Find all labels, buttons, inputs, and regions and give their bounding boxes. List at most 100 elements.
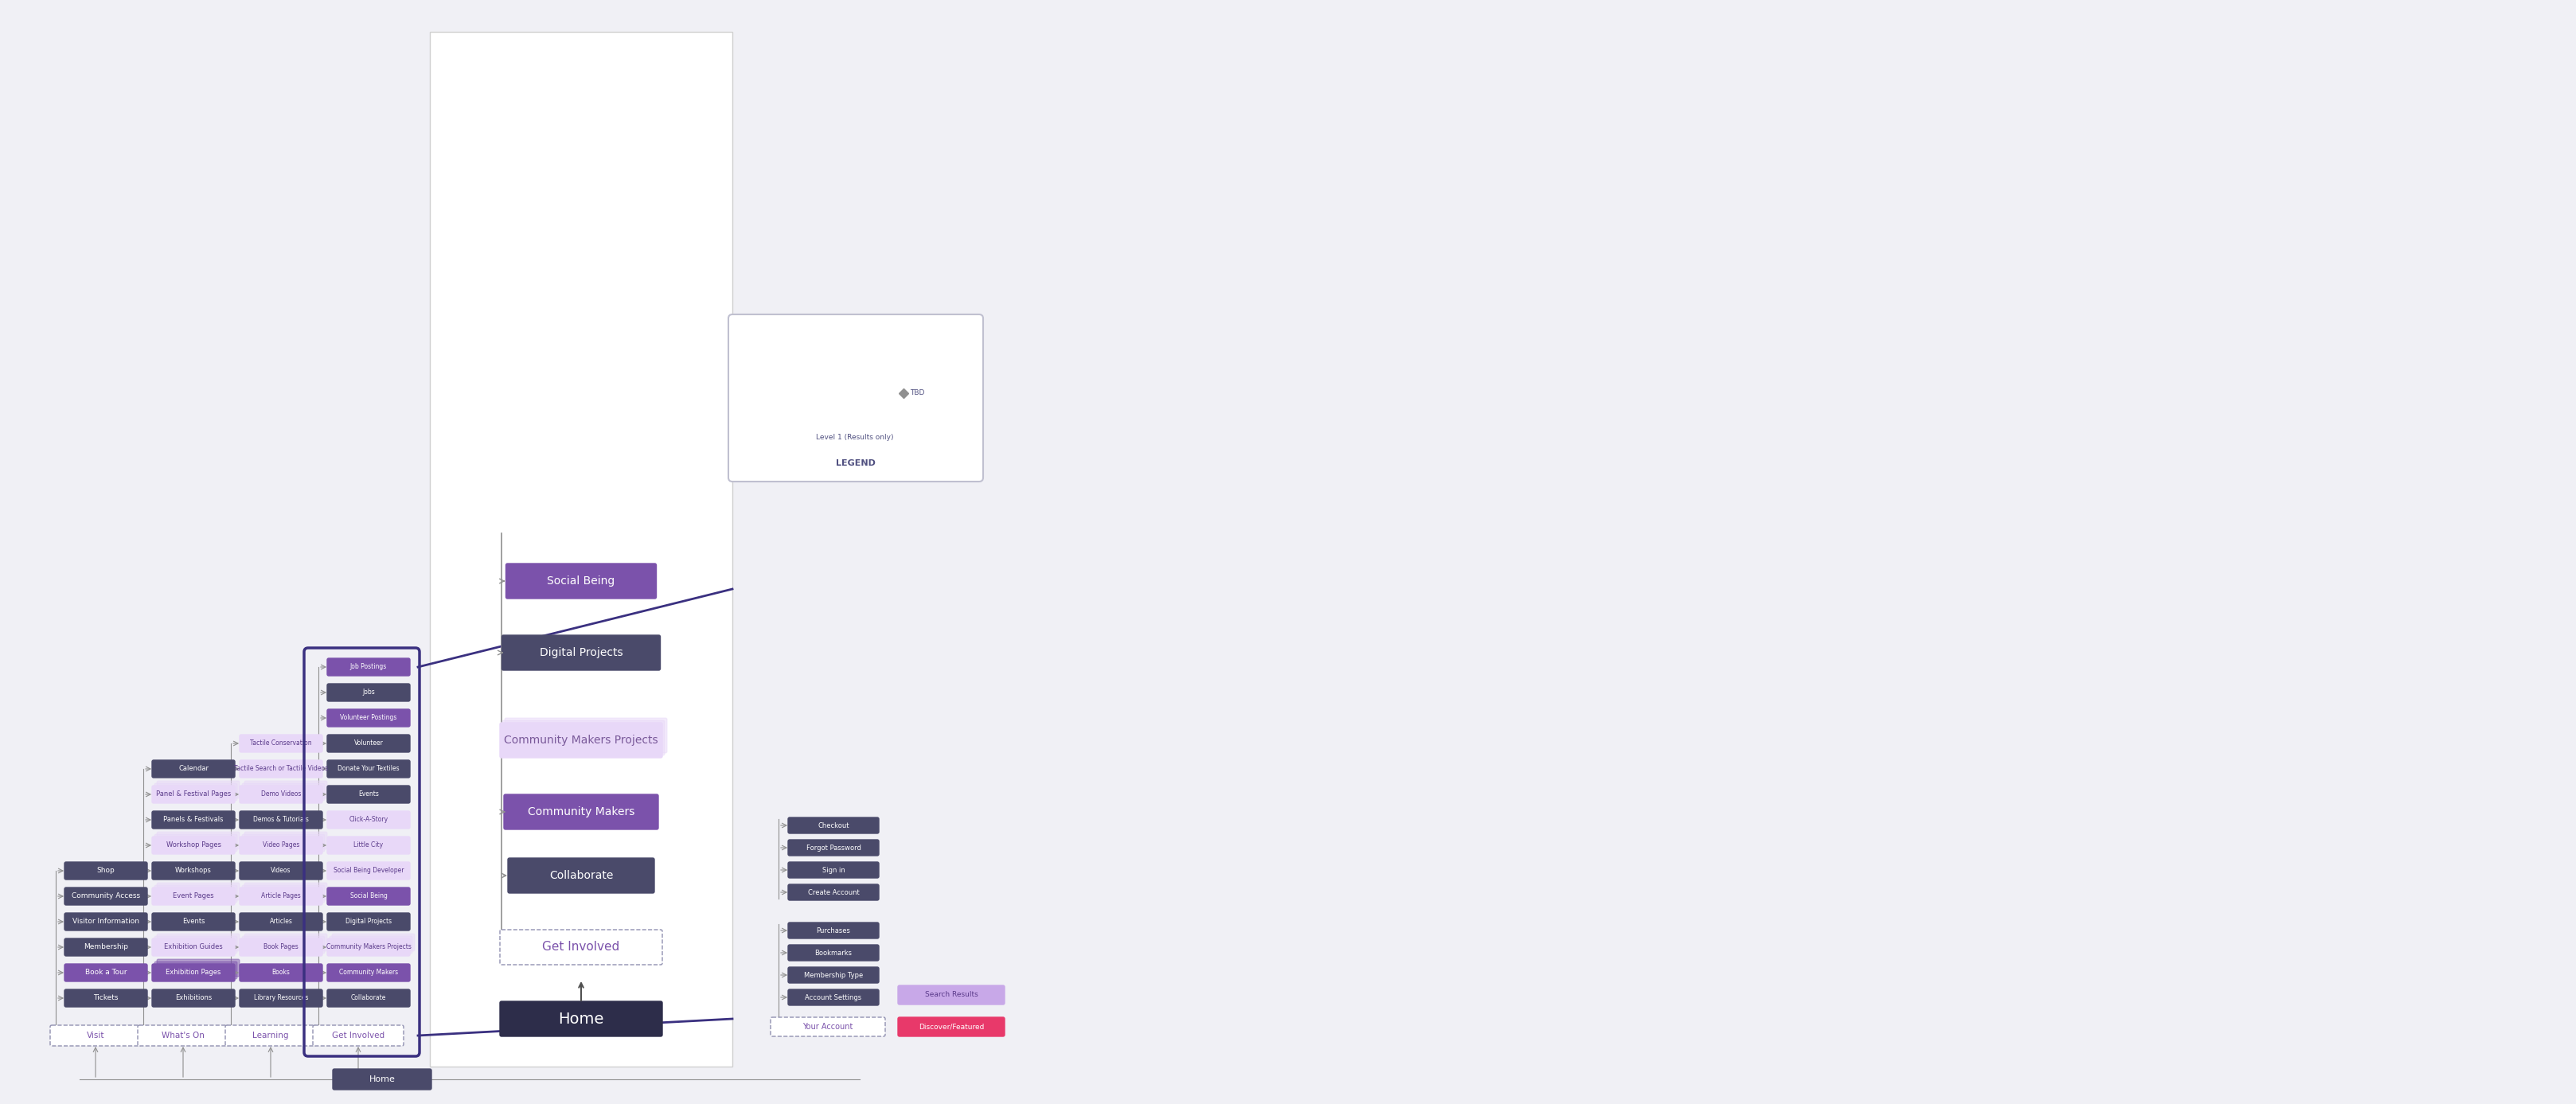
FancyBboxPatch shape xyxy=(240,913,322,931)
FancyBboxPatch shape xyxy=(788,884,878,900)
FancyBboxPatch shape xyxy=(500,1001,662,1037)
FancyBboxPatch shape xyxy=(788,923,878,938)
Text: Level 3: Level 3 xyxy=(762,396,791,404)
FancyBboxPatch shape xyxy=(327,913,410,931)
Text: Community Makers Projects: Community Makers Projects xyxy=(505,734,659,746)
FancyBboxPatch shape xyxy=(152,837,234,854)
Text: Donate Your Textiles: Donate Your Textiles xyxy=(337,765,399,773)
FancyBboxPatch shape xyxy=(152,989,234,1007)
FancyBboxPatch shape xyxy=(240,734,322,752)
Text: Visitor Information: Visitor Information xyxy=(72,919,139,925)
FancyBboxPatch shape xyxy=(240,786,322,803)
FancyBboxPatch shape xyxy=(240,837,322,854)
FancyBboxPatch shape xyxy=(500,930,662,965)
Text: Discover/Featured: Discover/Featured xyxy=(920,1023,984,1030)
Text: Social Being: Social Being xyxy=(546,575,616,586)
Text: Community Access: Community Access xyxy=(72,893,139,900)
FancyBboxPatch shape xyxy=(327,734,410,752)
FancyBboxPatch shape xyxy=(327,989,410,1007)
FancyBboxPatch shape xyxy=(240,888,322,905)
FancyBboxPatch shape xyxy=(788,967,878,983)
FancyBboxPatch shape xyxy=(788,989,878,1006)
FancyBboxPatch shape xyxy=(312,1026,404,1045)
Text: Articles: Articles xyxy=(270,919,294,925)
Text: LEGEND: LEGEND xyxy=(835,459,876,467)
FancyBboxPatch shape xyxy=(811,414,894,432)
Text: Membership: Membership xyxy=(82,944,129,951)
Text: Tactile Conservation: Tactile Conservation xyxy=(250,740,312,747)
FancyBboxPatch shape xyxy=(788,817,878,834)
Text: Article Pages: Article Pages xyxy=(260,893,301,900)
FancyBboxPatch shape xyxy=(507,858,654,893)
FancyBboxPatch shape xyxy=(327,837,410,854)
FancyBboxPatch shape xyxy=(155,962,237,979)
Text: Books: Books xyxy=(273,969,291,976)
FancyBboxPatch shape xyxy=(152,761,234,777)
FancyBboxPatch shape xyxy=(242,783,325,800)
Text: Video Pages: Video Pages xyxy=(263,841,299,849)
FancyBboxPatch shape xyxy=(788,945,878,960)
Text: Social Being: Social Being xyxy=(350,893,386,900)
Text: Digital Projects: Digital Projects xyxy=(538,647,623,658)
FancyBboxPatch shape xyxy=(327,888,410,905)
Text: TBD: TBD xyxy=(909,390,925,396)
FancyBboxPatch shape xyxy=(505,795,659,829)
FancyBboxPatch shape xyxy=(742,347,809,364)
FancyBboxPatch shape xyxy=(137,1026,229,1045)
FancyBboxPatch shape xyxy=(242,885,325,903)
FancyBboxPatch shape xyxy=(157,781,240,798)
FancyBboxPatch shape xyxy=(245,781,327,798)
FancyBboxPatch shape xyxy=(155,885,237,903)
Text: Level 1: Level 1 xyxy=(762,440,791,449)
FancyBboxPatch shape xyxy=(327,964,410,981)
FancyBboxPatch shape xyxy=(770,1017,886,1037)
FancyBboxPatch shape xyxy=(327,811,410,829)
Text: Visit: Visit xyxy=(88,1031,106,1040)
Text: Little City: Little City xyxy=(353,841,384,849)
Text: Library Resources: Library Resources xyxy=(255,995,309,1001)
Text: Exhibition Guides: Exhibition Guides xyxy=(165,944,222,951)
FancyBboxPatch shape xyxy=(788,840,878,856)
FancyBboxPatch shape xyxy=(64,964,147,981)
FancyBboxPatch shape xyxy=(332,1069,430,1090)
FancyBboxPatch shape xyxy=(240,938,322,956)
Text: Book a Tour: Book a Tour xyxy=(85,969,126,976)
FancyBboxPatch shape xyxy=(327,683,410,701)
FancyBboxPatch shape xyxy=(152,913,234,931)
Text: Digital Projects: Digital Projects xyxy=(345,919,392,925)
FancyBboxPatch shape xyxy=(327,761,410,777)
FancyBboxPatch shape xyxy=(729,315,984,481)
Text: Collaborate: Collaborate xyxy=(350,995,386,1001)
Text: Community Makers Projects: Community Makers Projects xyxy=(327,944,412,951)
FancyBboxPatch shape xyxy=(157,831,240,849)
FancyBboxPatch shape xyxy=(240,862,322,880)
FancyBboxPatch shape xyxy=(430,32,732,1066)
FancyBboxPatch shape xyxy=(240,811,322,829)
Text: Checkout: Checkout xyxy=(817,821,850,829)
Text: Event Pages: Event Pages xyxy=(173,893,214,900)
FancyBboxPatch shape xyxy=(788,862,878,878)
FancyBboxPatch shape xyxy=(327,709,410,726)
Text: Search Results: Search Results xyxy=(925,991,979,998)
Text: Level 4: Level 4 xyxy=(762,374,791,382)
FancyBboxPatch shape xyxy=(152,862,234,880)
FancyBboxPatch shape xyxy=(224,1026,317,1045)
FancyBboxPatch shape xyxy=(64,989,147,1007)
FancyBboxPatch shape xyxy=(245,831,327,849)
FancyBboxPatch shape xyxy=(899,986,1005,1005)
Text: Shop: Shop xyxy=(98,868,116,874)
Text: Account Settings: Account Settings xyxy=(806,994,863,1001)
Text: Calendar: Calendar xyxy=(178,765,209,773)
Text: Tickets: Tickets xyxy=(93,995,118,1001)
Text: Learning: Learning xyxy=(252,1031,289,1040)
Text: Home: Home xyxy=(368,1075,394,1083)
FancyBboxPatch shape xyxy=(155,783,237,800)
FancyBboxPatch shape xyxy=(64,938,147,956)
FancyBboxPatch shape xyxy=(505,563,657,598)
FancyBboxPatch shape xyxy=(157,883,240,900)
FancyBboxPatch shape xyxy=(245,883,327,900)
FancyBboxPatch shape xyxy=(152,811,234,829)
FancyBboxPatch shape xyxy=(155,835,237,851)
Text: Level 5: Level 5 xyxy=(762,352,791,360)
FancyBboxPatch shape xyxy=(157,934,240,952)
